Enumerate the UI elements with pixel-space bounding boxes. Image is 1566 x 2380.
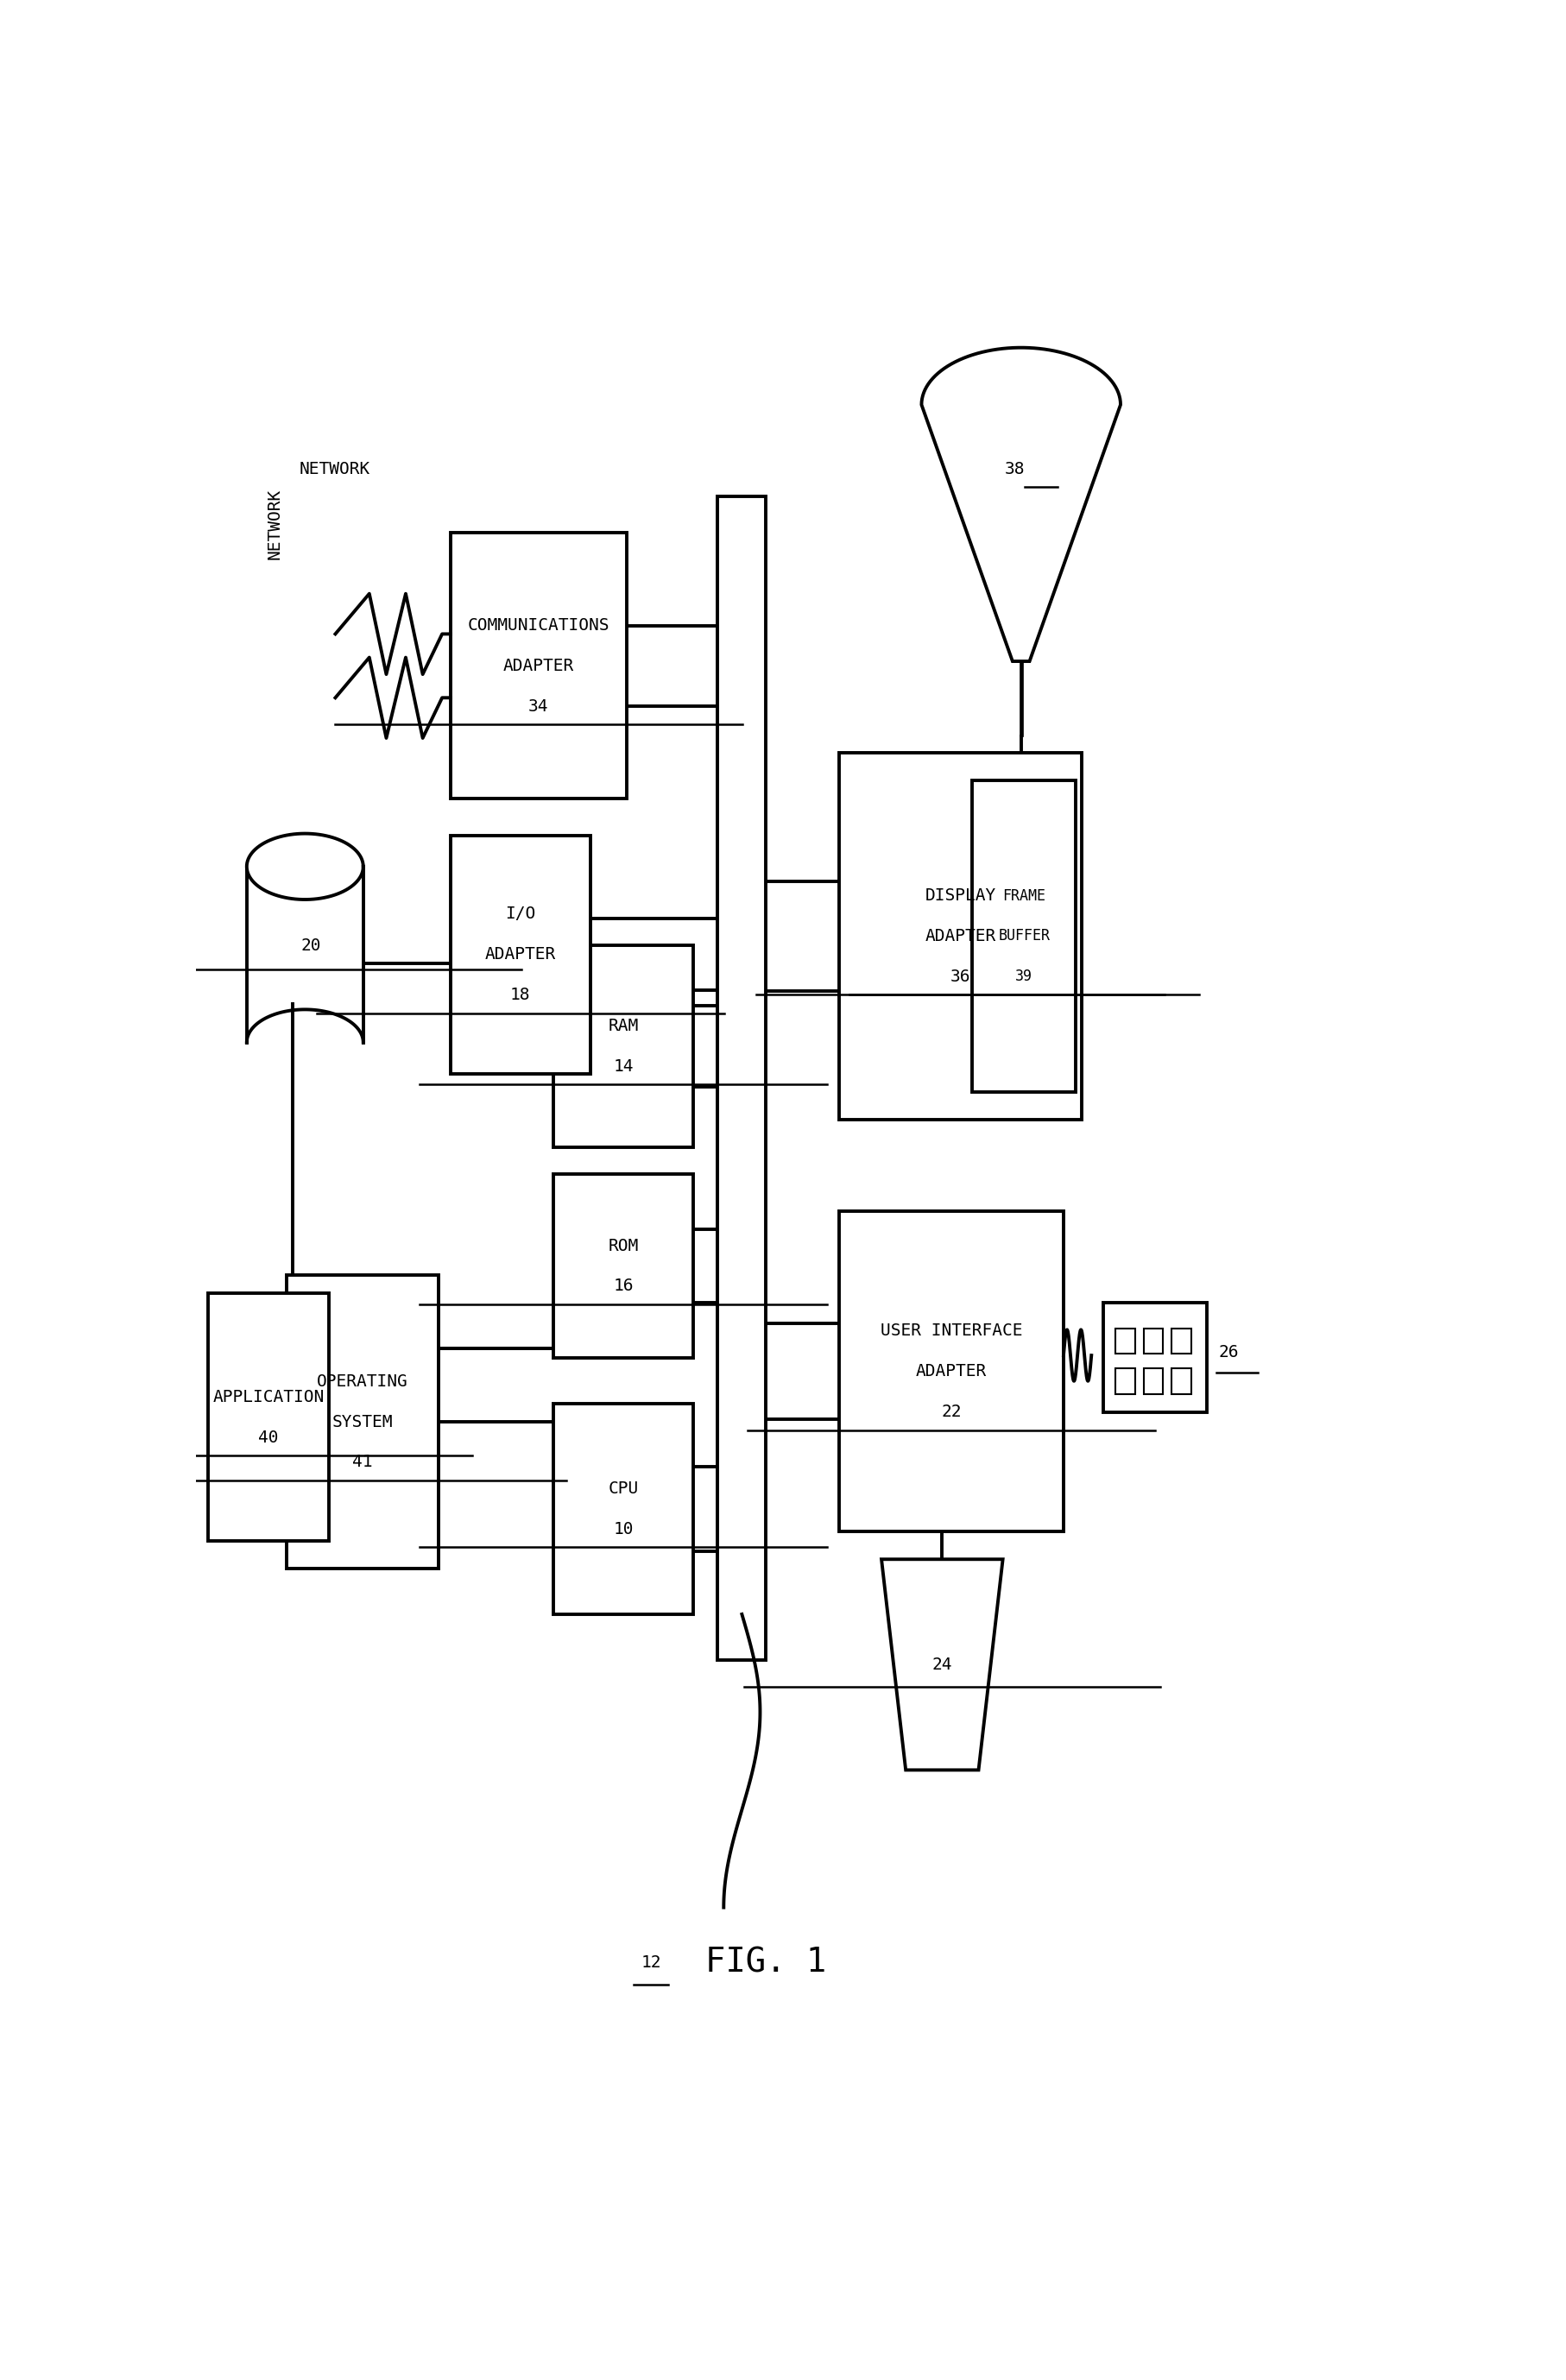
Text: CPU: CPU	[608, 1480, 639, 1497]
FancyBboxPatch shape	[972, 781, 1076, 1092]
Text: 20: 20	[301, 938, 321, 954]
Text: COMMUNICATIONS: COMMUNICATIONS	[468, 616, 609, 633]
Text: I/O: I/O	[506, 907, 536, 923]
Text: NETWORK: NETWORK	[266, 488, 283, 559]
Text: RAM: RAM	[608, 1019, 639, 1035]
Text: 12: 12	[640, 1954, 661, 1971]
Text: DISPLAY: DISPLAY	[926, 888, 996, 904]
Text: ADAPTER: ADAPTER	[485, 947, 556, 962]
Text: ADAPTER: ADAPTER	[926, 928, 996, 945]
FancyBboxPatch shape	[451, 835, 590, 1073]
Text: 34: 34	[528, 697, 548, 714]
Text: 18: 18	[511, 988, 531, 1002]
Text: APPLICATION: APPLICATION	[213, 1390, 324, 1404]
Text: ADAPTER: ADAPTER	[503, 657, 575, 674]
Text: ROM: ROM	[608, 1238, 639, 1254]
FancyBboxPatch shape	[1115, 1328, 1135, 1354]
FancyBboxPatch shape	[208, 1295, 329, 1540]
Text: SYSTEM: SYSTEM	[332, 1414, 393, 1430]
Text: 38: 38	[1005, 462, 1026, 476]
FancyBboxPatch shape	[839, 752, 1082, 1119]
Text: OPERATING: OPERATING	[316, 1373, 409, 1390]
Polygon shape	[921, 347, 1121, 662]
FancyBboxPatch shape	[1171, 1368, 1192, 1395]
Text: USER INTERFACE: USER INTERFACE	[880, 1323, 1023, 1340]
Text: 24: 24	[932, 1656, 952, 1673]
Text: BUFFER: BUFFER	[998, 928, 1049, 945]
FancyBboxPatch shape	[554, 945, 694, 1147]
Text: 41: 41	[352, 1454, 373, 1471]
FancyBboxPatch shape	[554, 1404, 694, 1614]
FancyBboxPatch shape	[839, 1211, 1063, 1533]
FancyBboxPatch shape	[1143, 1328, 1164, 1354]
Text: 22: 22	[941, 1404, 962, 1421]
Text: FRAME: FRAME	[1002, 888, 1046, 904]
Text: 10: 10	[614, 1521, 634, 1537]
FancyBboxPatch shape	[1115, 1368, 1135, 1395]
Polygon shape	[247, 833, 363, 900]
Text: 40: 40	[258, 1428, 279, 1445]
Text: 26: 26	[1218, 1345, 1239, 1361]
Text: 39: 39	[1015, 969, 1032, 985]
Text: 16: 16	[614, 1278, 634, 1295]
Text: 14: 14	[614, 1059, 634, 1073]
FancyBboxPatch shape	[1171, 1328, 1192, 1354]
FancyBboxPatch shape	[1104, 1302, 1207, 1414]
Text: 36: 36	[951, 969, 971, 985]
Text: FIG. 1: FIG. 1	[706, 1947, 827, 1978]
FancyBboxPatch shape	[1143, 1368, 1164, 1395]
FancyBboxPatch shape	[287, 1276, 438, 1568]
Polygon shape	[882, 1559, 1002, 1771]
Text: NETWORK: NETWORK	[299, 462, 370, 476]
FancyBboxPatch shape	[717, 497, 766, 1661]
FancyBboxPatch shape	[451, 533, 626, 800]
FancyBboxPatch shape	[554, 1173, 694, 1357]
Text: ADAPTER: ADAPTER	[916, 1364, 987, 1380]
